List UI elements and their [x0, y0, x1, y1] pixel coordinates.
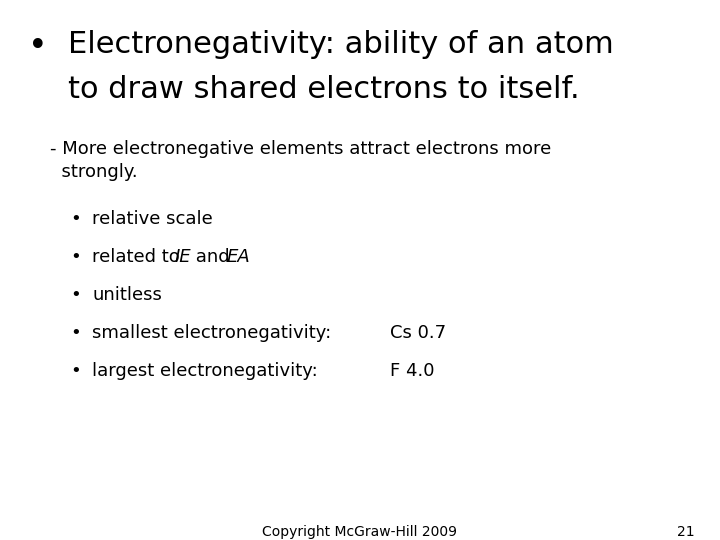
Text: Electronegativity: ability of an atom: Electronegativity: ability of an atom [68, 30, 613, 59]
Text: F 4.0: F 4.0 [390, 362, 434, 380]
Text: •: • [70, 210, 81, 228]
Text: related to: related to [92, 248, 186, 266]
Text: EA: EA [227, 248, 251, 266]
Text: unitless: unitless [92, 286, 162, 304]
Text: - More electronegative elements attract electrons more: - More electronegative elements attract … [50, 140, 552, 158]
Text: Copyright McGraw-Hill 2009: Copyright McGraw-Hill 2009 [263, 525, 457, 539]
Text: •: • [70, 248, 81, 266]
Text: •: • [70, 362, 81, 380]
Text: relative scale: relative scale [92, 210, 212, 228]
Text: largest electronegativity:: largest electronegativity: [92, 362, 318, 380]
Text: and: and [189, 248, 235, 266]
Text: IE: IE [174, 248, 191, 266]
Text: strongly.: strongly. [50, 163, 138, 181]
Text: to draw shared electrons to itself.: to draw shared electrons to itself. [68, 75, 580, 104]
Text: smallest electronegativity:: smallest electronegativity: [92, 324, 331, 342]
Text: •: • [28, 30, 48, 63]
Text: 21: 21 [678, 525, 695, 539]
Text: •: • [70, 324, 81, 342]
Text: •: • [70, 286, 81, 304]
Text: Cs 0.7: Cs 0.7 [390, 324, 446, 342]
